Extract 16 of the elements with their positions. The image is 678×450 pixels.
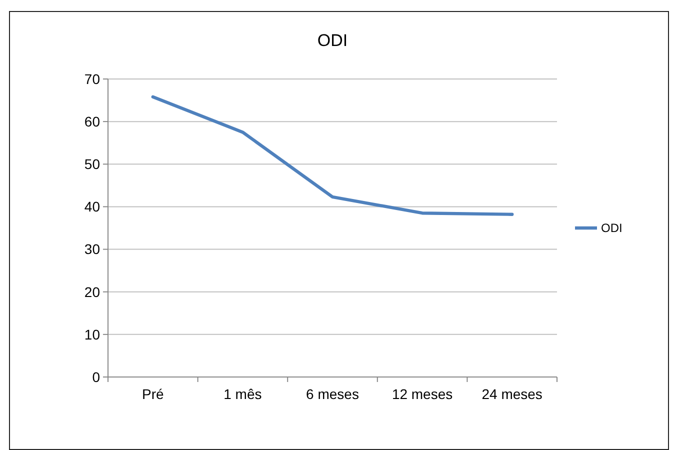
line-series	[151, 95, 514, 216]
chart-title: ODI	[317, 31, 348, 50]
legend-label: ODI	[601, 221, 622, 236]
y-tick-label: 70	[84, 70, 100, 87]
x-tick-label: 24 meses	[482, 386, 542, 402]
y-tick-label: 60	[84, 113, 100, 130]
y-tick-label: 0	[92, 368, 100, 385]
y-tick-label: 20	[84, 284, 100, 300]
x-tick-label: 1 mês	[224, 386, 262, 402]
y-tick-label: 10	[84, 326, 100, 342]
x-tick-label: Pré	[142, 386, 164, 402]
y-tick-label: 40	[84, 198, 100, 215]
y-tick-label: 30	[84, 241, 100, 258]
y-tick-label: 50	[84, 156, 100, 172]
x-tick-label: 6 meses	[306, 386, 359, 402]
x-tick-label: 12 meses	[392, 386, 453, 402]
